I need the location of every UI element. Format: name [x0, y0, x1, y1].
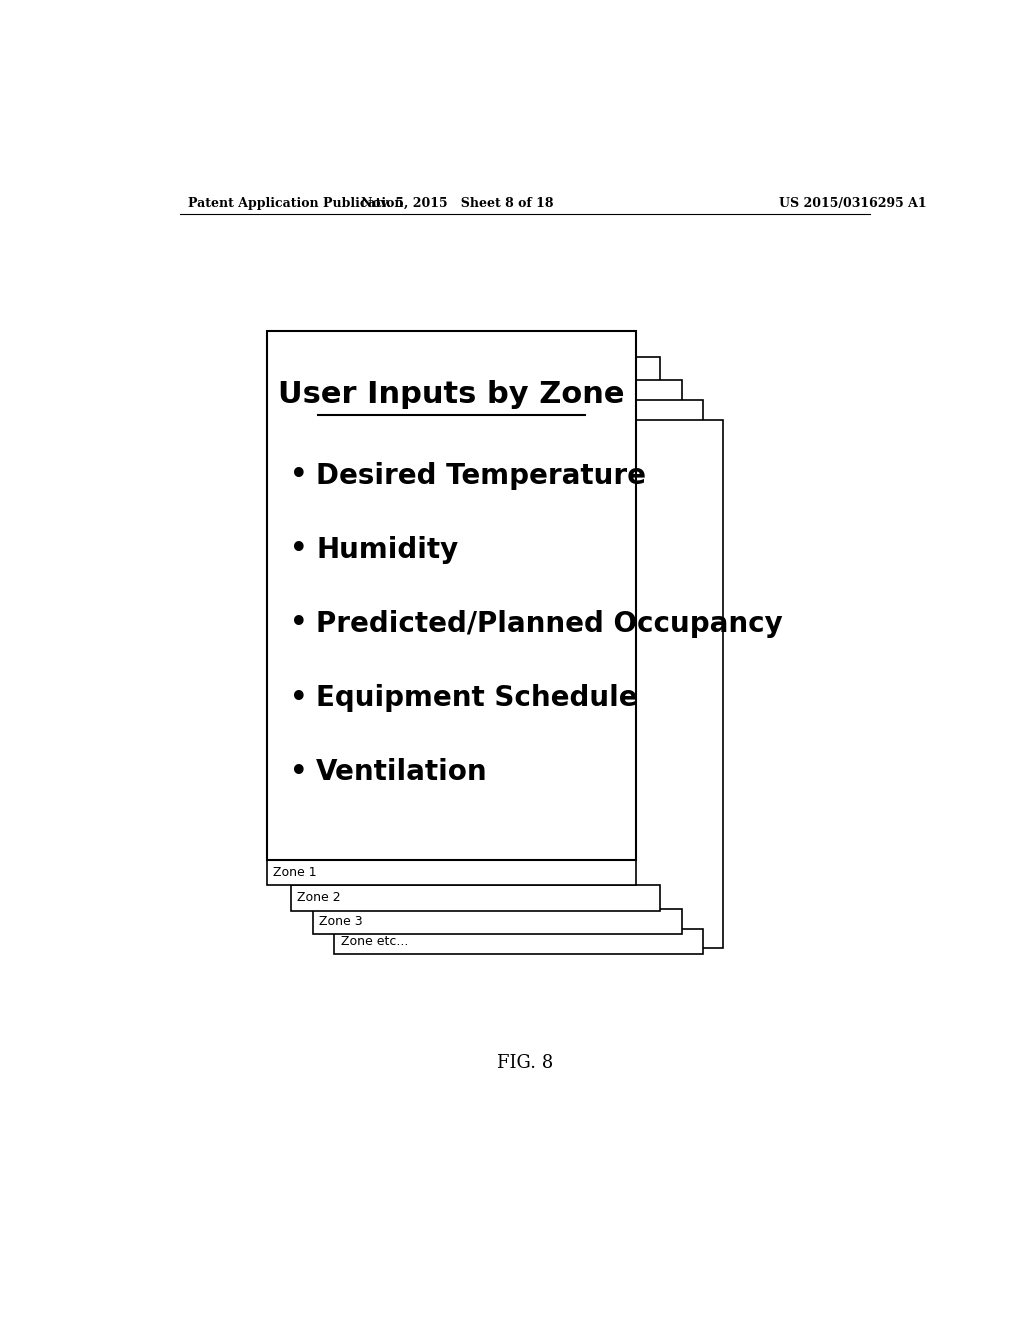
Bar: [313, 908, 682, 935]
Text: Zone etc...: Zone etc...: [341, 935, 408, 948]
Text: Ventilation: Ventilation: [316, 758, 487, 787]
Text: Equipment Schedule: Equipment Schedule: [316, 684, 638, 711]
Text: FIG. 8: FIG. 8: [497, 1053, 553, 1072]
Text: •: •: [289, 459, 308, 492]
Text: Humidity: Humidity: [316, 536, 459, 564]
Bar: [291, 886, 659, 911]
Text: •: •: [289, 607, 308, 640]
Text: Desired Temperature: Desired Temperature: [316, 462, 646, 490]
Text: •: •: [289, 756, 308, 789]
Text: User Inputs by Zone: User Inputs by Zone: [279, 380, 625, 409]
Bar: [313, 380, 682, 908]
Text: Patent Application Publication: Patent Application Publication: [187, 197, 403, 210]
Bar: [334, 929, 703, 954]
Text: Zone 1: Zone 1: [273, 866, 316, 879]
Bar: [334, 400, 703, 929]
Text: •: •: [289, 681, 308, 714]
Text: US 2015/0316295 A1: US 2015/0316295 A1: [778, 197, 927, 210]
Bar: [354, 420, 723, 948]
Bar: [267, 331, 636, 859]
Text: Nov. 5, 2015   Sheet 8 of 18: Nov. 5, 2015 Sheet 8 of 18: [361, 197, 554, 210]
Text: Zone 2: Zone 2: [297, 891, 341, 904]
Text: •: •: [289, 533, 308, 566]
Text: Zone 3: Zone 3: [319, 915, 362, 928]
Bar: [267, 859, 636, 886]
Bar: [291, 356, 659, 886]
Text: Predicted/Planned Occupancy: Predicted/Planned Occupancy: [316, 610, 782, 638]
